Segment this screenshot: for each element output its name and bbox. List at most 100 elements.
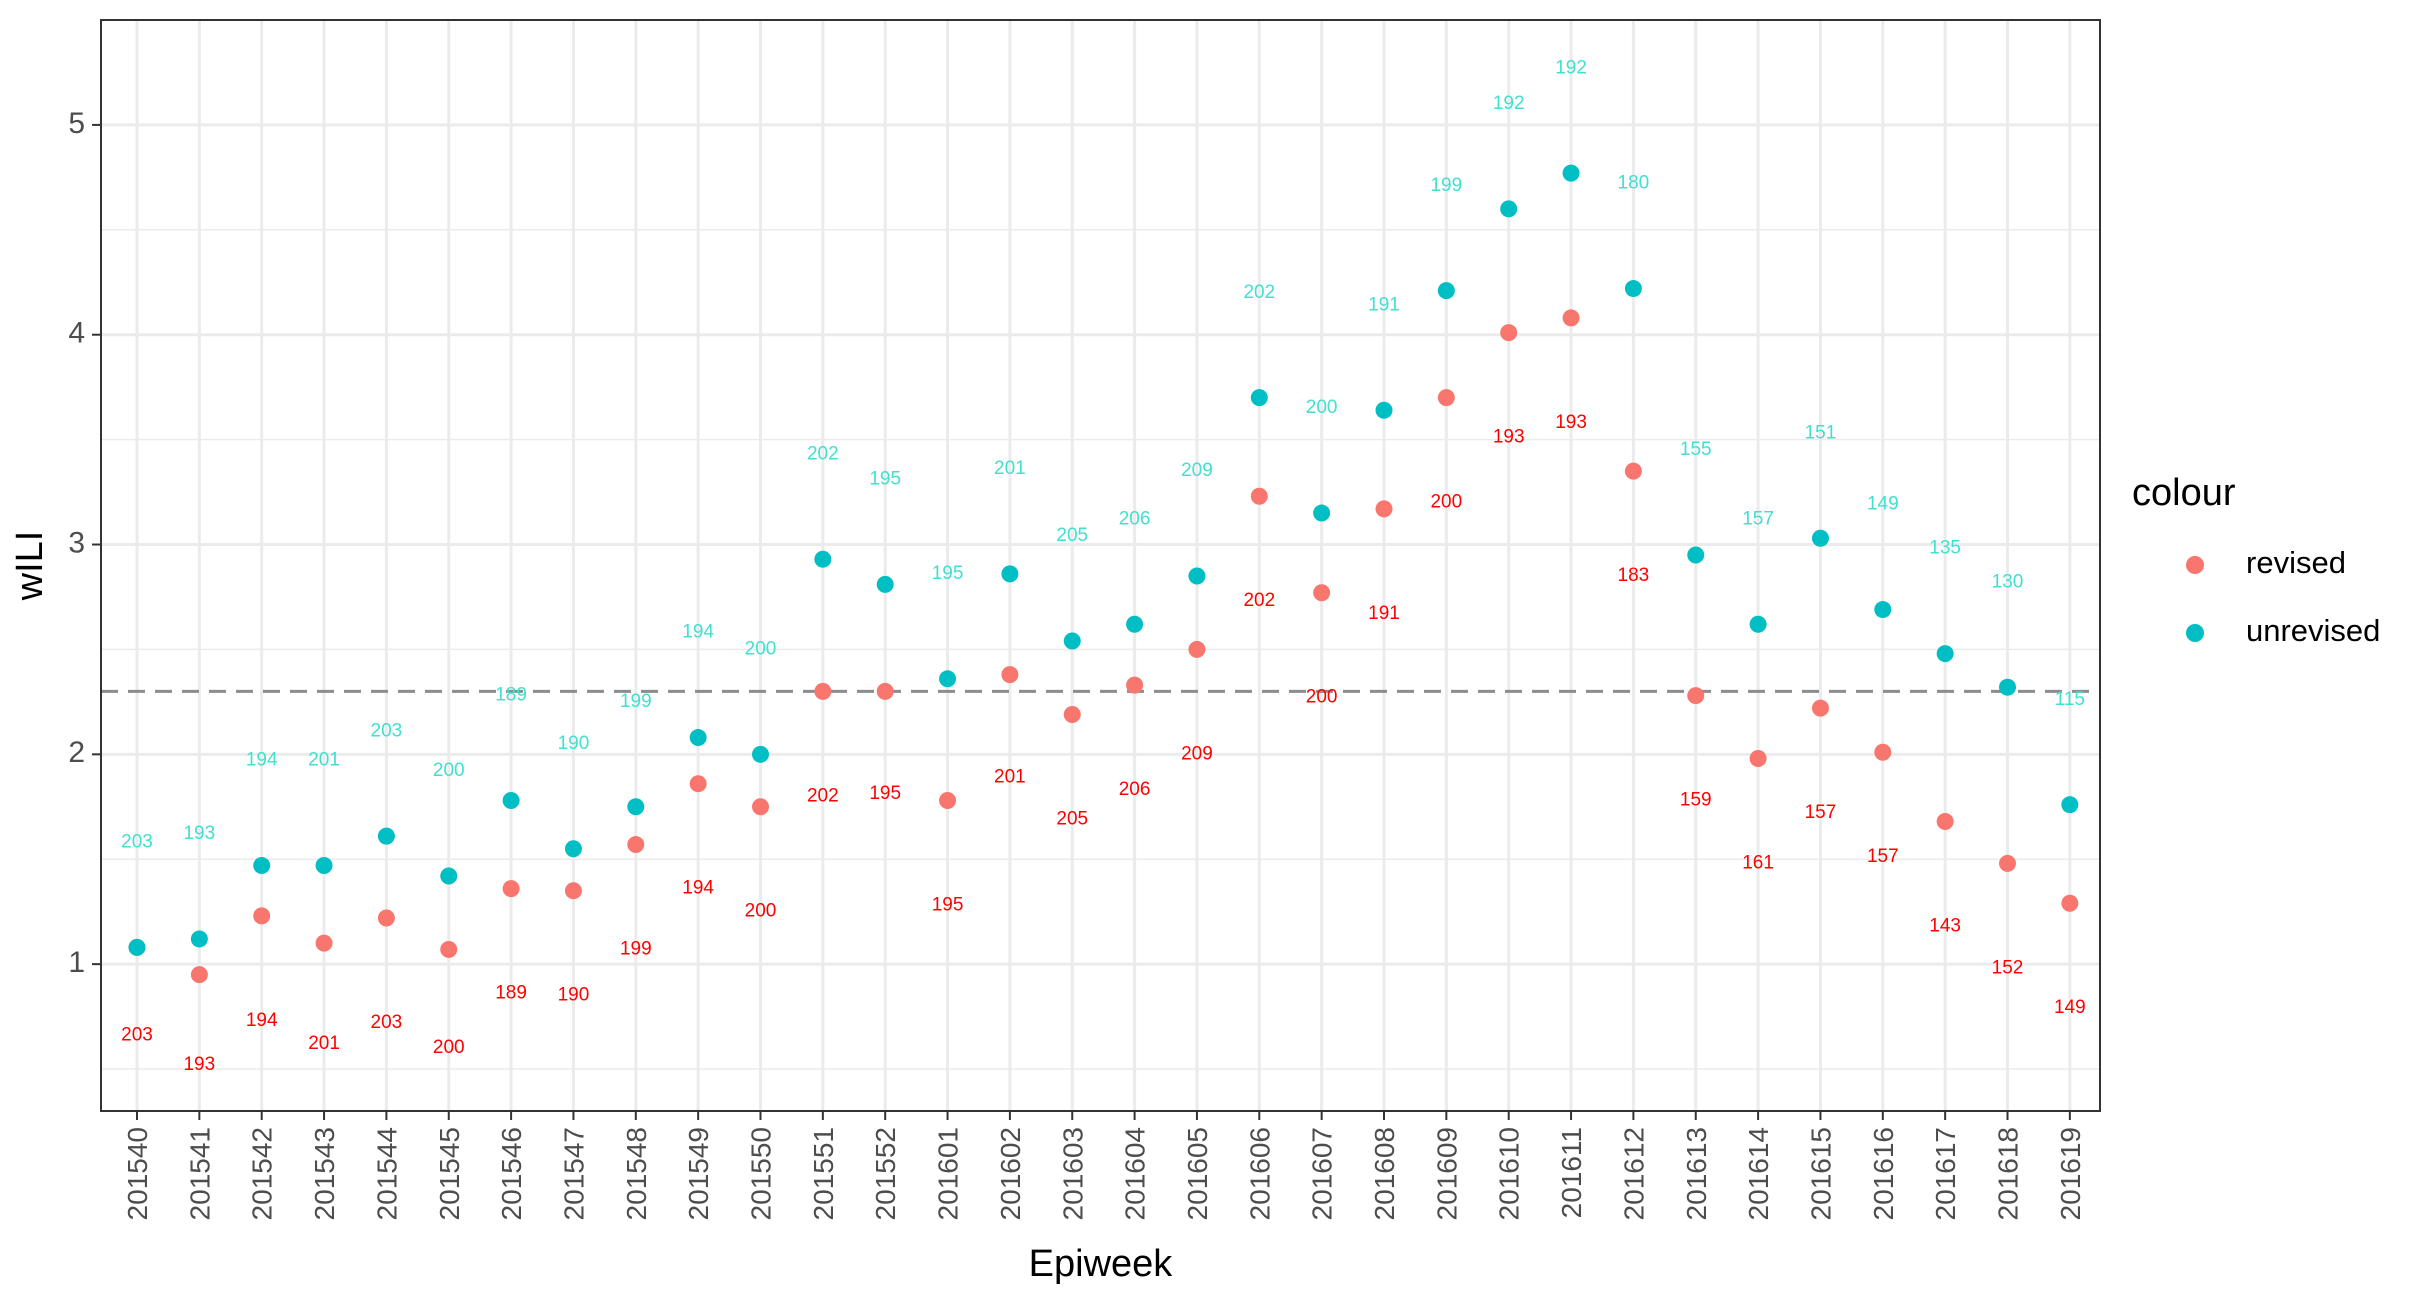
point-label-unrevised: 203 xyxy=(121,831,153,852)
point-unrevised xyxy=(1126,615,1144,633)
point-unrevised xyxy=(377,827,395,845)
x-tick-label: 201550 xyxy=(746,1127,777,1220)
point-unrevised xyxy=(1562,164,1580,182)
x-tick-label: 201615 xyxy=(1805,1127,1836,1220)
point-unrevised xyxy=(1999,678,2016,696)
point-label-unrevised: 201 xyxy=(994,458,1026,479)
panel-background xyxy=(101,20,2100,1111)
y-axis-title: wILI xyxy=(9,531,51,602)
point-revised xyxy=(440,940,458,958)
point-label-revised: 193 xyxy=(1493,427,1525,448)
point-label-unrevised: 194 xyxy=(246,750,278,771)
point-unrevised xyxy=(939,670,957,688)
y-tick-label: 1 xyxy=(68,946,85,979)
point-label-unrevised: 199 xyxy=(1430,175,1462,196)
point-label-unrevised: 195 xyxy=(869,468,901,489)
x-tick-label: 201610 xyxy=(1494,1127,1525,1220)
point-label-revised: 200 xyxy=(1430,492,1462,513)
point-label-unrevised: 206 xyxy=(1119,508,1151,529)
point-revised xyxy=(377,909,395,927)
point-label-unrevised: 155 xyxy=(1680,439,1712,460)
point-revised xyxy=(502,880,520,898)
point-revised xyxy=(1999,854,2016,872)
y-tick-label: 3 xyxy=(68,526,85,559)
x-tick-label: 201549 xyxy=(683,1127,714,1220)
x-tick-label: 201602 xyxy=(995,1127,1026,1220)
point-label-revised: 161 xyxy=(1742,852,1774,873)
point-unrevised xyxy=(128,938,146,956)
x-tick-label: 201614 xyxy=(1743,1127,1774,1220)
point-unrevised xyxy=(1811,529,1829,547)
legend-key-revised xyxy=(2186,556,2204,574)
point-revised xyxy=(1188,640,1206,658)
point-label-unrevised: 157 xyxy=(1742,508,1774,529)
point-label-revised: 143 xyxy=(1929,915,1961,936)
x-tick-label: 201611 xyxy=(1556,1127,1587,1218)
point-unrevised xyxy=(1250,389,1268,407)
point-unrevised xyxy=(502,791,520,809)
x-tick-label: 201613 xyxy=(1681,1127,1712,1220)
point-unrevised xyxy=(627,798,645,816)
panel-border xyxy=(100,19,2101,1112)
x-tick-label: 201619 xyxy=(2055,1127,2086,1220)
point-revised xyxy=(1936,812,1954,830)
point-label-revised: 157 xyxy=(1805,802,1837,823)
point-revised xyxy=(1313,584,1331,602)
point-label-revised: 193 xyxy=(183,1054,215,1075)
point-label-unrevised: 191 xyxy=(1368,294,1400,315)
point-label-unrevised: 192 xyxy=(1555,57,1587,78)
point-label-revised: 199 xyxy=(620,938,652,959)
point-revised xyxy=(876,682,894,700)
point-label-revised: 203 xyxy=(121,1024,153,1045)
point-label-unrevised: 193 xyxy=(183,823,215,844)
x-tick-label: 201544 xyxy=(371,1127,402,1220)
point-revised xyxy=(190,966,208,984)
point-label-unrevised: 202 xyxy=(807,443,839,464)
point-unrevised xyxy=(876,575,894,593)
x-tick-label: 201617 xyxy=(1930,1127,1961,1220)
x-tick-label: 201601 xyxy=(933,1127,964,1220)
y-tick-label: 4 xyxy=(68,317,85,350)
point-unrevised xyxy=(564,840,582,858)
point-revised xyxy=(1001,666,1019,684)
point-revised xyxy=(1126,676,1144,694)
x-tick-label: 201604 xyxy=(1120,1127,1151,1220)
legend-key-unrevised xyxy=(2186,624,2204,642)
point-revised xyxy=(1624,462,1642,480)
point-revised xyxy=(752,798,769,816)
point-label-revised: 200 xyxy=(745,901,777,922)
point-label-unrevised: 135 xyxy=(1929,538,1961,559)
point-label-revised: 195 xyxy=(932,894,964,915)
point-label-revised: 193 xyxy=(1555,412,1587,433)
point-label-unrevised: 130 xyxy=(1992,571,2024,592)
point-label-revised: 149 xyxy=(2054,997,2086,1018)
y-axis-ticks: 1 2 3 4 5 xyxy=(68,107,101,979)
point-revised xyxy=(939,791,957,809)
x-tick-label: 201541 xyxy=(184,1127,215,1220)
point-label-revised: 194 xyxy=(246,1010,278,1031)
point-revised xyxy=(1500,324,1518,342)
point-label-revised: 157 xyxy=(1867,846,1899,867)
point-label-unrevised: 200 xyxy=(745,638,777,659)
point-revised xyxy=(564,882,582,900)
point-unrevised xyxy=(1624,280,1642,298)
point-label-unrevised: 203 xyxy=(371,720,403,741)
point-revised xyxy=(689,775,707,793)
x-tick-label: 201547 xyxy=(558,1127,589,1220)
point-unrevised xyxy=(253,857,271,875)
x-tick-label: 201540 xyxy=(122,1127,153,1220)
x-tick-label: 201606 xyxy=(1244,1127,1275,1220)
y-tick-label: 5 xyxy=(68,107,85,140)
point-unrevised xyxy=(1437,282,1455,300)
point-label-revised: 159 xyxy=(1680,790,1712,811)
point-label-revised: 202 xyxy=(807,785,839,806)
point-revised xyxy=(1749,750,1767,768)
point-unrevised xyxy=(689,729,707,747)
point-label-unrevised: 205 xyxy=(1056,525,1088,546)
point-label-revised: 209 xyxy=(1181,743,1213,764)
points-layer xyxy=(128,164,2079,984)
point-label-revised: 195 xyxy=(869,783,901,804)
x-tick-label: 201551 xyxy=(808,1127,839,1220)
x-tick-label: 201609 xyxy=(1431,1127,1462,1220)
